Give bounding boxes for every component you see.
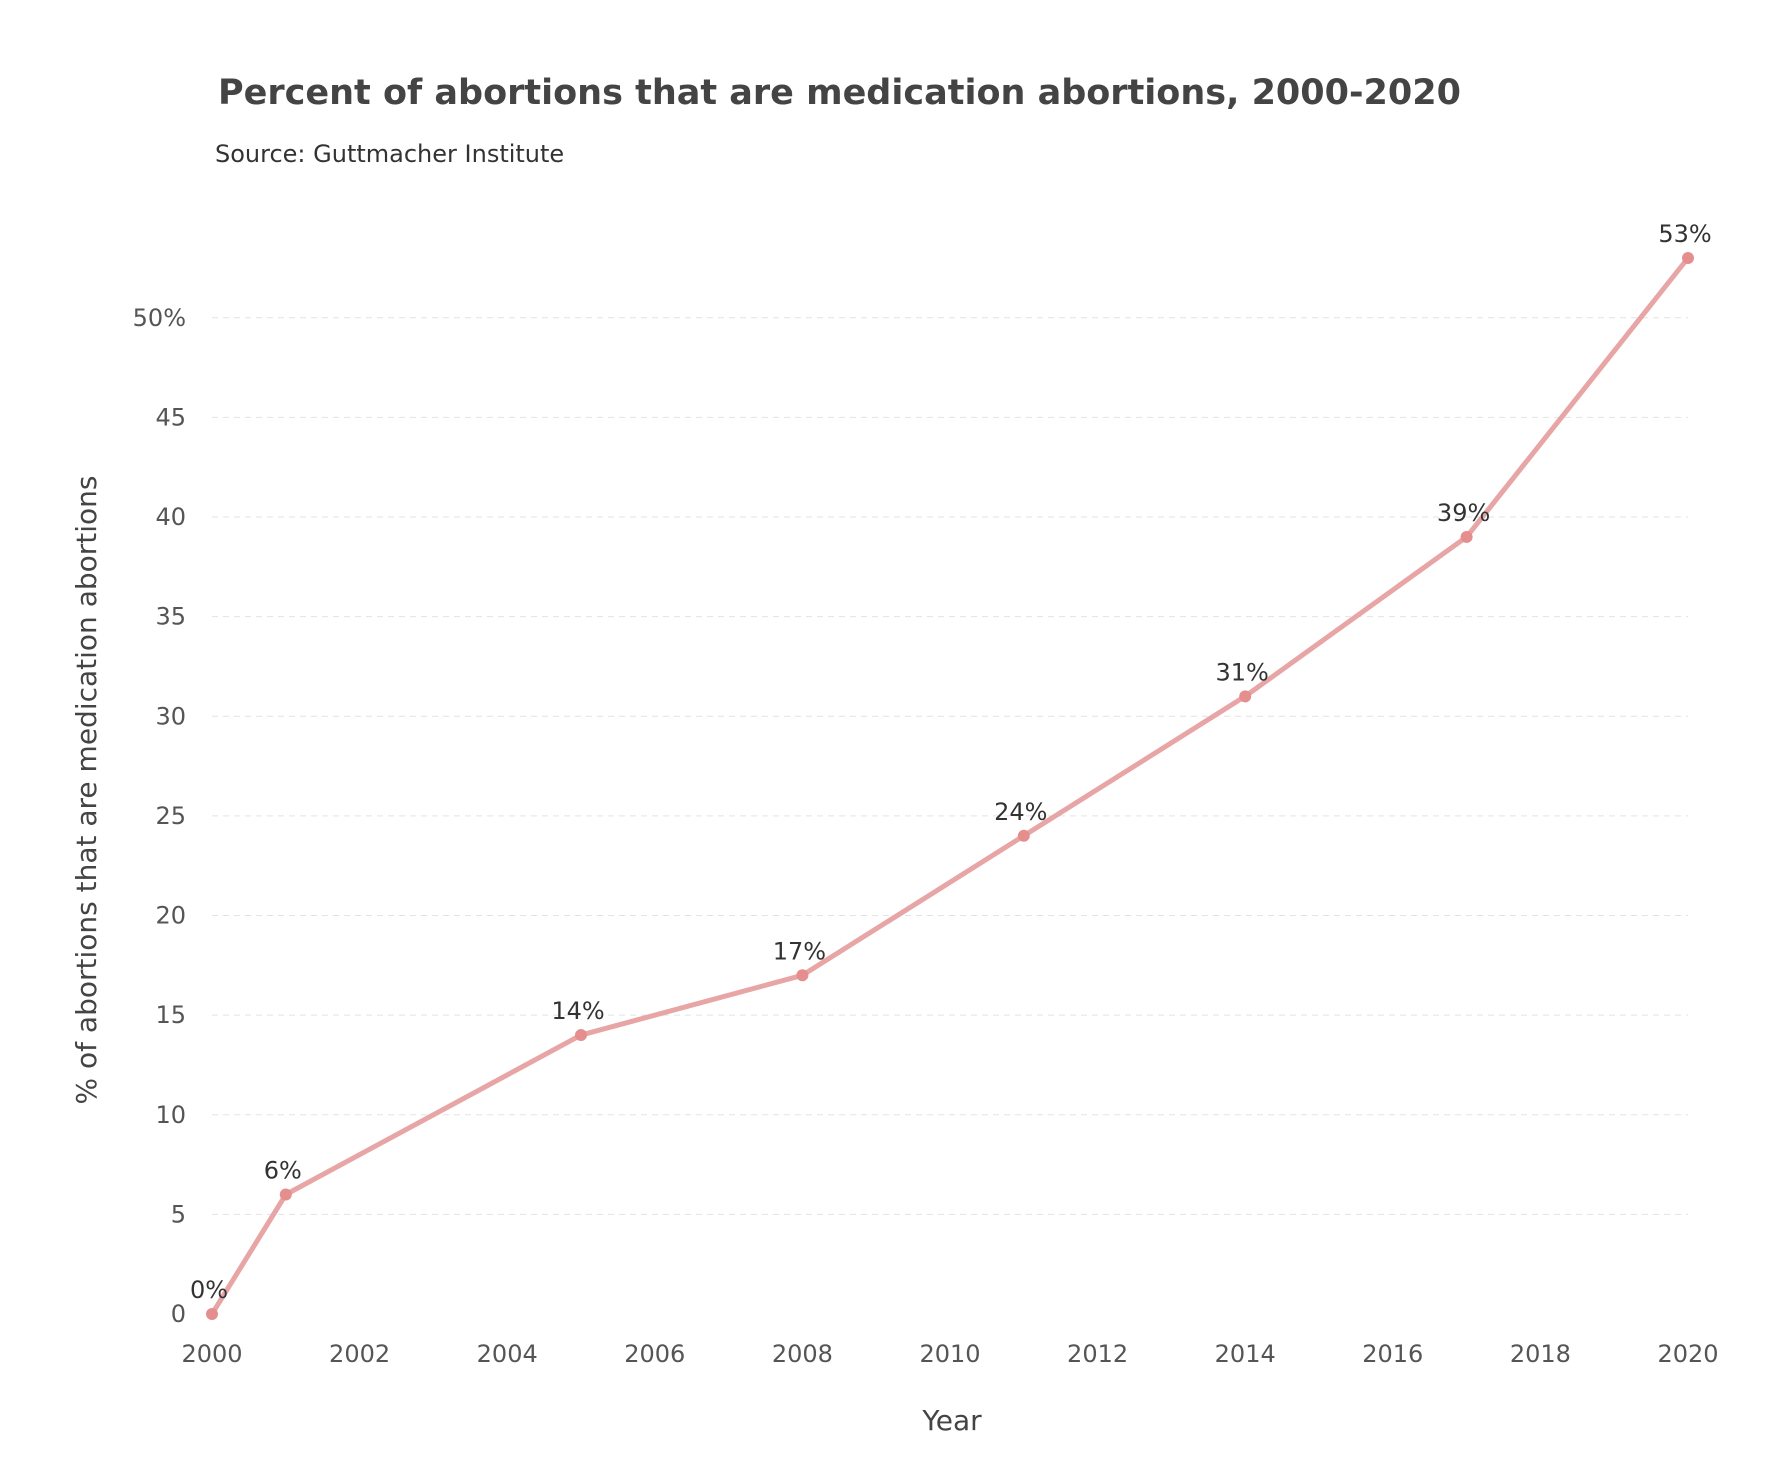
- data-point: [1460, 530, 1473, 543]
- y-tick-label: 50%: [133, 304, 186, 332]
- data-point: [1682, 252, 1694, 264]
- y-tick-label: 10: [155, 1101, 186, 1129]
- y-tick-label: 35: [155, 603, 186, 631]
- data-label: 17%: [773, 937, 826, 965]
- data-series: [206, 252, 1694, 1320]
- x-tick-label: 2000: [181, 1340, 242, 1368]
- x-tick-label: 2010: [919, 1340, 980, 1368]
- data-point: [575, 1029, 587, 1042]
- x-tick-label: 2004: [477, 1340, 538, 1368]
- data-point: [796, 969, 809, 982]
- x-tick-label: 2008: [772, 1340, 833, 1368]
- chart-title: Percent of abortions that are medication…: [218, 73, 1461, 113]
- y-tick-label: 45: [155, 403, 186, 431]
- y-tick-label: 5: [171, 1200, 186, 1228]
- y-axis-ticks: 0 5 10 15 20 25 30 35 40 45 50%: [133, 304, 186, 1328]
- x-tick-label: 2016: [1362, 1340, 1423, 1368]
- y-tick-label: 30: [155, 702, 186, 730]
- x-tick-label: 2014: [1215, 1340, 1276, 1368]
- gridlines: [212, 317, 1688, 1215]
- data-label: 24%: [994, 798, 1047, 826]
- x-axis-ticks: 2000 2002 2004 2006 2008 2010 2012 2014 2016 2018…: [181, 1340, 1718, 1368]
- y-tick-label: 40: [155, 503, 186, 531]
- y-axis-label: % of abortions that are medication abort…: [70, 476, 103, 1105]
- data-label: 6%: [264, 1156, 302, 1184]
- y-tick-label: 25: [155, 802, 186, 830]
- series-line: [209, 255, 1691, 1317]
- data-label: 53%: [1658, 220, 1711, 248]
- y-tick-label: 15: [155, 1001, 186, 1029]
- x-tick-label: 2006: [624, 1340, 685, 1368]
- data-label: 0%: [190, 1276, 228, 1304]
- x-tick-label: 2002: [329, 1340, 390, 1368]
- data-point: [279, 1188, 292, 1201]
- x-tick-label: 2018: [1510, 1340, 1571, 1368]
- chart-subtitle: Source: Guttmacher Institute: [215, 140, 564, 168]
- x-tick-label: 2020: [1657, 1340, 1718, 1368]
- data-label: 14%: [551, 997, 604, 1025]
- data-labels: 0% 6% 14% 17% 24% 31% 39% 53%: [190, 220, 1712, 1304]
- data-label: 39%: [1437, 499, 1490, 527]
- data-point: [206, 1308, 218, 1320]
- x-axis-label: Year: [921, 1404, 982, 1437]
- data-point: [1239, 690, 1252, 703]
- x-tick-label: 2012: [1067, 1340, 1128, 1368]
- data-point: [1017, 829, 1030, 842]
- y-tick-label: 20: [155, 902, 186, 930]
- data-label: 31%: [1216, 658, 1269, 686]
- y-tick-label: 0: [171, 1300, 186, 1328]
